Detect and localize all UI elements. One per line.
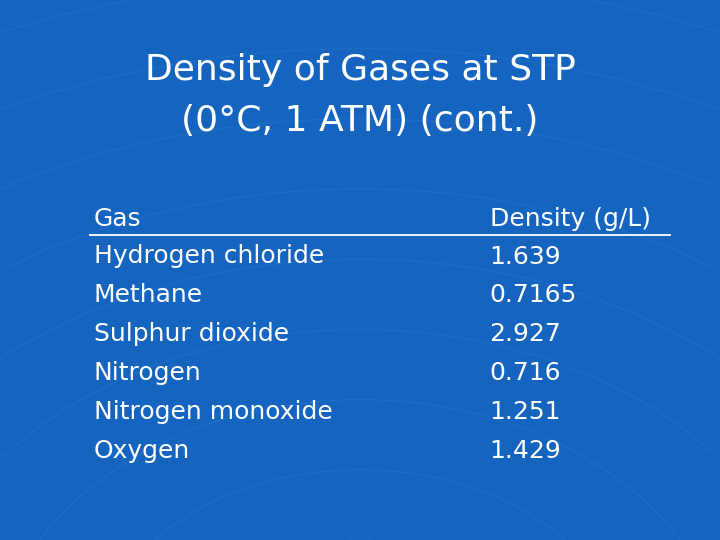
Text: Methane: Methane [94,284,203,307]
Text: Nitrogen monoxide: Nitrogen monoxide [94,400,333,424]
Text: 1.639: 1.639 [490,245,561,268]
Text: 0.716: 0.716 [490,361,561,385]
Text: 2.927: 2.927 [490,322,562,346]
Text: 1.429: 1.429 [490,439,562,463]
Text: Density of Gases at STP: Density of Gases at STP [145,53,575,87]
Text: 1.251: 1.251 [490,400,561,424]
Text: 0.7165: 0.7165 [490,284,577,307]
Text: Oxygen: Oxygen [94,439,190,463]
Text: Sulphur dioxide: Sulphur dioxide [94,322,289,346]
Text: Nitrogen: Nitrogen [94,361,202,385]
Text: Density (g/L): Density (g/L) [490,207,651,231]
Text: Hydrogen chloride: Hydrogen chloride [94,245,324,268]
Text: Gas: Gas [94,207,141,231]
Text: (0°C, 1 ATM) (cont.): (0°C, 1 ATM) (cont.) [181,105,539,138]
